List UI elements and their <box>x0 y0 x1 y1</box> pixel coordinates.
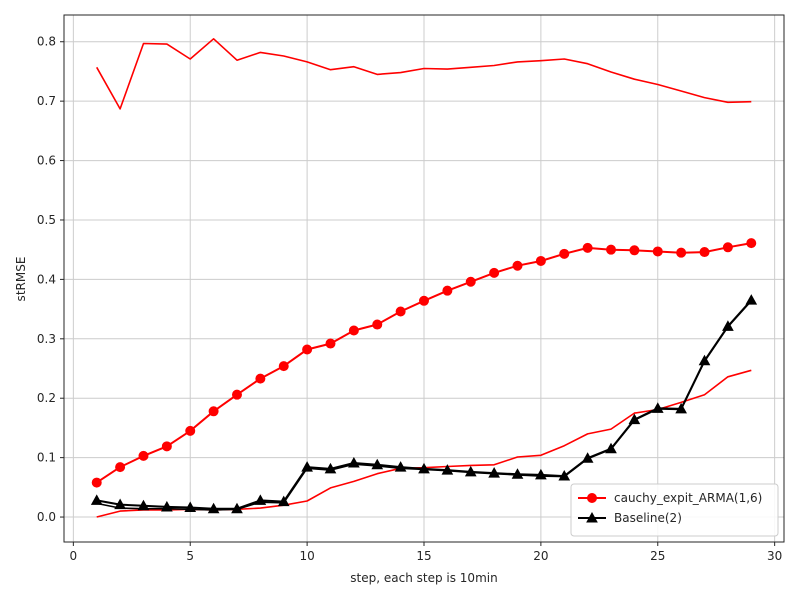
data-point-series-1 <box>91 477 102 488</box>
data-point-series-1 <box>115 462 126 473</box>
data-point-series-1 <box>722 242 733 253</box>
data-point-series-1 <box>161 441 172 452</box>
y-tick-label: 0.1 <box>37 451 56 465</box>
legend-marker <box>587 493 597 503</box>
data-point-series-5 <box>231 502 243 514</box>
data-point-series-1 <box>208 406 219 417</box>
legend-label: Baseline(2) <box>614 511 682 525</box>
data-point-series-1 <box>629 245 640 256</box>
data-point-series-1 <box>465 276 476 287</box>
y-tick-label: 0.8 <box>37 35 56 49</box>
y-tick-label: 0.5 <box>37 213 56 227</box>
data-point-series-5 <box>581 452 594 463</box>
data-point-series-1 <box>419 295 429 306</box>
x-tick-label: 5 <box>186 549 194 563</box>
data-point-series-1 <box>535 255 546 266</box>
y-tick-label: 0.2 <box>37 391 56 405</box>
data-point-series-1 <box>489 267 500 278</box>
data-point-series-1 <box>302 344 313 355</box>
data-point-series-1 <box>582 242 593 253</box>
y-tick-label: 0.4 <box>37 272 56 286</box>
data-point-series-5 <box>254 494 267 505</box>
data-point-series-5 <box>558 470 571 481</box>
x-tick-label: 15 <box>416 549 431 563</box>
data-point-series-5 <box>628 413 641 425</box>
data-point-series-5 <box>137 499 150 511</box>
y-axis-title: stRMSE <box>14 257 28 302</box>
series-lines <box>90 37 758 518</box>
data-point-series-5 <box>651 402 664 413</box>
data-point-series-5 <box>698 354 711 366</box>
data-point-series-5 <box>535 468 547 480</box>
legend-label: cauchy_expit_ARMA(1,6) <box>614 491 762 505</box>
data-point-series-5 <box>90 494 103 505</box>
data-point-series-5 <box>464 465 477 477</box>
data-point-series-5 <box>277 495 290 507</box>
data-point-series-5 <box>184 501 197 513</box>
series-line-2 <box>96 37 752 110</box>
y-tick-label: 0.6 <box>37 154 56 168</box>
data-point-series-5 <box>722 320 734 331</box>
data-point-series-1 <box>395 306 406 317</box>
data-point-series-1 <box>676 247 687 258</box>
data-point-series-5 <box>371 458 384 470</box>
data-point-series-1 <box>185 425 196 436</box>
x-tick-label: 25 <box>650 549 665 563</box>
x-tick-label: 0 <box>70 549 78 563</box>
x-axis-title: step, each step is 10min <box>350 571 497 585</box>
data-point-series-1 <box>348 325 359 336</box>
legend-box <box>570 483 779 537</box>
data-point-series-5 <box>675 402 687 414</box>
data-point-series-5 <box>207 502 220 514</box>
data-point-series-5 <box>745 294 758 305</box>
legend: cauchy_expit_ARMA(1,6) Baseline(2) <box>570 483 779 537</box>
data-point-series-1 <box>231 389 242 400</box>
data-point-series-5 <box>418 462 430 474</box>
x-tick-label: 10 <box>299 549 314 563</box>
data-point-series-5 <box>441 464 454 475</box>
y-tick-label: 0.7 <box>37 94 56 108</box>
data-point-series-1 <box>746 238 757 249</box>
data-point-series-1 <box>559 248 570 259</box>
data-point-series-1 <box>699 247 710 258</box>
data-point-series-5 <box>301 461 313 472</box>
x-tick-label: 20 <box>533 549 548 563</box>
data-point-series-5 <box>488 467 500 478</box>
y-tick-label: 0.3 <box>37 332 56 346</box>
data-point-series-1 <box>652 246 663 257</box>
legend-marker <box>586 511 598 523</box>
data-point-series-5 <box>394 461 407 472</box>
data-point-series-5 <box>348 456 360 468</box>
data-point-series-1 <box>278 361 289 372</box>
axis-ticks: 0 5 10 15 20 25 30 0.0 0.1 0.2 0.3 0.4 0.5 0.6 0.7 0.8 <box>37 35 782 563</box>
data-point-series-5 <box>605 442 617 454</box>
grid-lines <box>64 15 784 542</box>
data-point-series-1 <box>606 244 617 255</box>
data-point-series-5 <box>511 468 524 479</box>
data-point-series-1 <box>255 373 266 384</box>
data-point-series-1 <box>372 319 383 330</box>
data-point-series-1 <box>138 450 149 461</box>
data-point-series-1 <box>442 285 453 296</box>
data-point-series-1 <box>325 338 336 349</box>
data-point-series-5 <box>324 462 337 474</box>
data-point-series-5 <box>114 498 126 510</box>
data-point-series-5 <box>161 500 173 512</box>
x-tick-label: 30 <box>767 549 782 563</box>
y-tick-label: 0.0 <box>37 510 56 524</box>
data-point-series-1 <box>512 260 523 271</box>
